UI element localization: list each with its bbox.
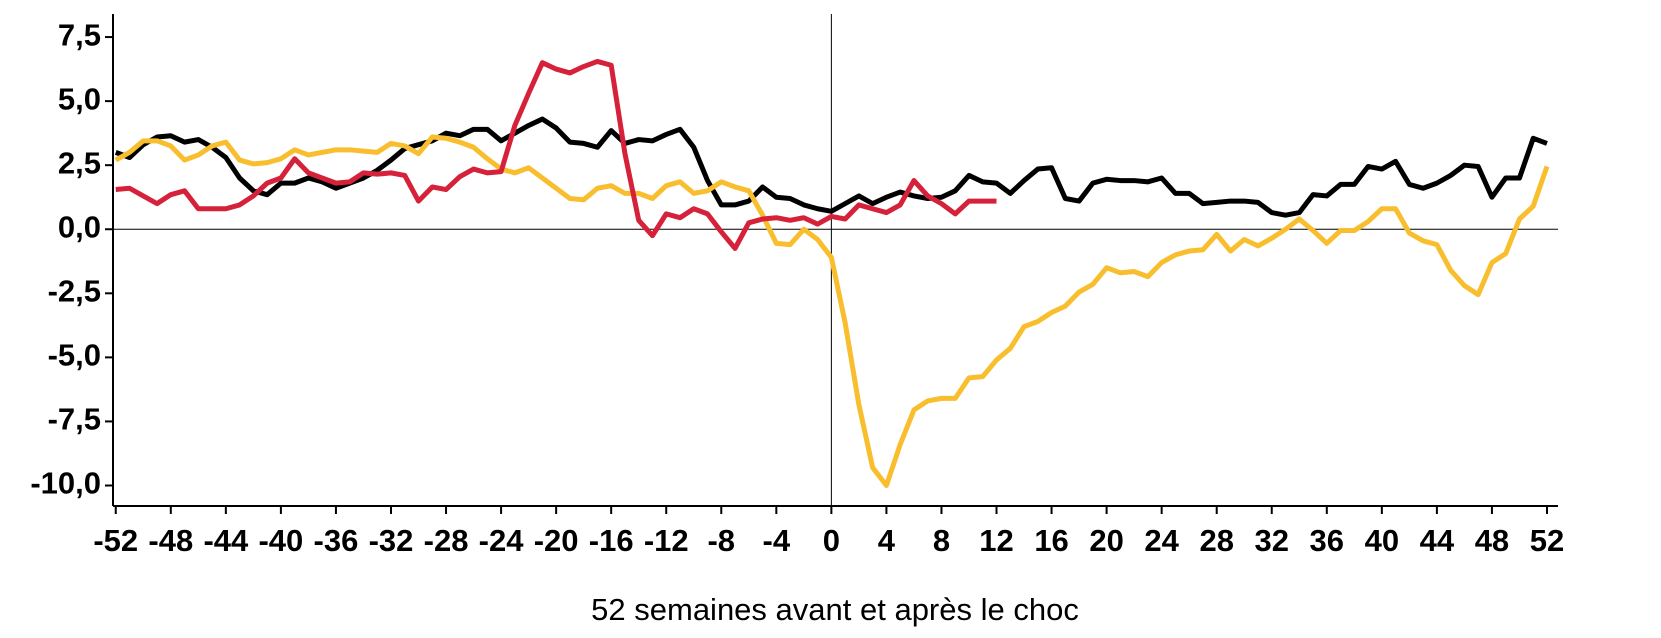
x-tick-label: -20 xyxy=(534,523,579,558)
x-tick-label: -28 xyxy=(424,523,469,558)
y-tick-label: 0,0 xyxy=(58,209,101,244)
x-tick-label: 16 xyxy=(1034,523,1068,558)
x-tick-label: 12 xyxy=(979,523,1013,558)
x-tick-label: 48 xyxy=(1475,523,1509,558)
x-tick-label: -48 xyxy=(148,523,193,558)
x-tick-label: 24 xyxy=(1144,523,1179,558)
x-axis-label: 52 semaines avant et après le choc xyxy=(591,592,1079,627)
x-tick-label: 32 xyxy=(1255,523,1289,558)
x-tick-label: 28 xyxy=(1199,523,1233,558)
y-tick-label: -5,0 xyxy=(48,338,101,373)
y-tick-label: -2,5 xyxy=(48,274,101,309)
x-tick-label: -4 xyxy=(763,523,791,558)
x-tick-label: -8 xyxy=(707,523,735,558)
x-tick-label: -52 xyxy=(93,523,138,558)
x-tick-label: 0 xyxy=(823,523,840,558)
x-tick-label: 40 xyxy=(1365,523,1399,558)
x-tick-label: -12 xyxy=(644,523,689,558)
x-tick-label: 52 xyxy=(1530,523,1564,558)
x-tick-label: 8 xyxy=(933,523,950,558)
x-tick-label: -24 xyxy=(479,523,525,558)
series-line xyxy=(115,58,997,251)
series-line xyxy=(114,134,1550,488)
y-tick-label: 2,5 xyxy=(58,145,101,180)
x-tick-label: 44 xyxy=(1420,523,1455,558)
y-tick-label: -10,0 xyxy=(30,466,101,501)
x-tick-label: -44 xyxy=(203,523,249,558)
x-tick-label: -32 xyxy=(369,523,414,558)
y-tick-label: 7,5 xyxy=(58,17,101,52)
x-tick-label: 4 xyxy=(878,523,896,558)
y-tick-label: 5,0 xyxy=(58,81,101,116)
x-tick-label: 20 xyxy=(1089,523,1123,558)
x-tick-label: -40 xyxy=(258,523,303,558)
x-tick-label: -16 xyxy=(589,523,634,558)
x-tick-label: 36 xyxy=(1310,523,1344,558)
y-tick-label: -7,5 xyxy=(48,402,101,437)
x-tick-label: -36 xyxy=(314,523,359,558)
